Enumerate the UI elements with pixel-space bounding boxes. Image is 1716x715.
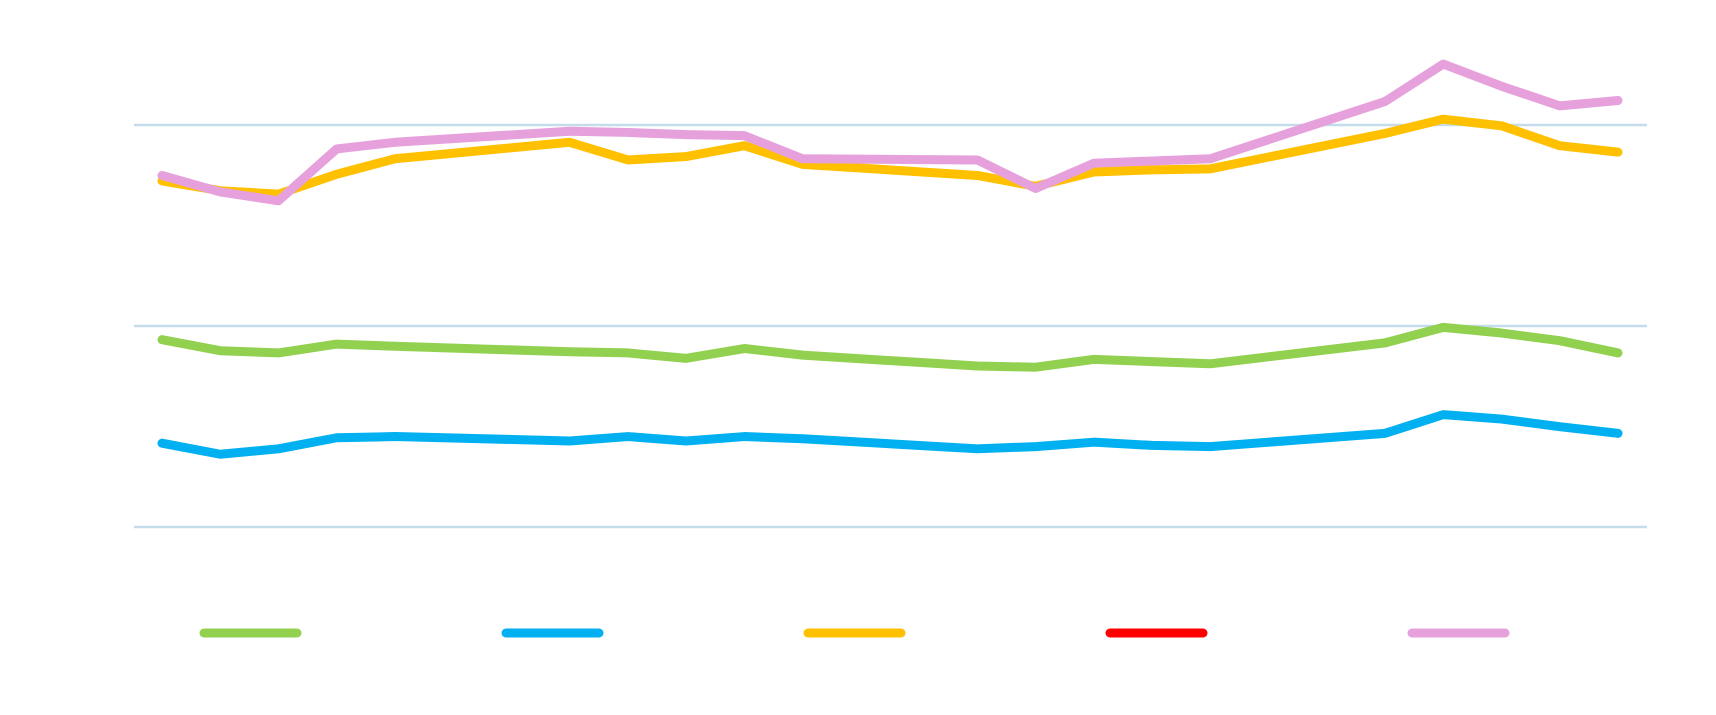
- series-line: [157, 114, 1623, 199]
- series-line: [157, 322, 1623, 372]
- series-line: [157, 410, 1623, 459]
- series-line: [157, 59, 1623, 206]
